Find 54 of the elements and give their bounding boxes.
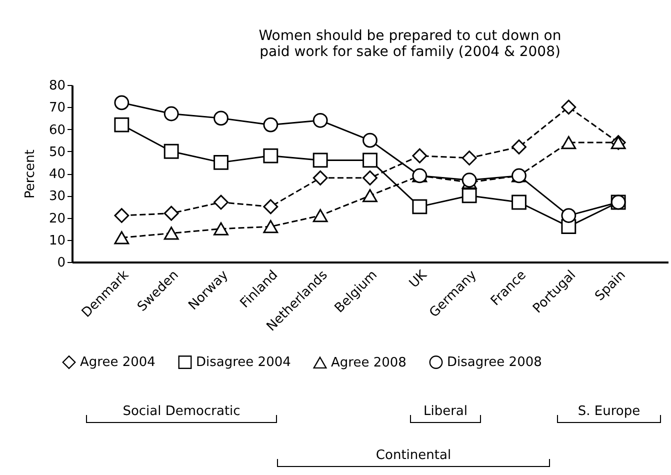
point xyxy=(114,117,130,132)
y-tick-label: 0 xyxy=(57,256,66,270)
y-tick-label: 30 xyxy=(48,189,66,204)
legend-label: Disagree 2008 xyxy=(447,355,542,370)
y-tick-label: 10 xyxy=(48,233,66,248)
point xyxy=(312,170,328,186)
point xyxy=(263,199,278,214)
point xyxy=(362,152,378,168)
chart-title: Women should be prepared to cut down on paid work for sake of family (2004 & 2008) xyxy=(258,28,562,60)
point xyxy=(114,208,130,223)
point xyxy=(561,208,576,223)
point xyxy=(362,132,378,148)
y-tick-label: 50 xyxy=(48,144,66,160)
point xyxy=(512,194,526,210)
point xyxy=(114,231,130,244)
legend-label: Agree 2004 xyxy=(80,355,156,370)
point xyxy=(263,117,278,132)
point xyxy=(312,112,328,128)
point xyxy=(561,100,576,115)
point xyxy=(412,199,428,214)
point xyxy=(362,170,378,186)
legend-label: Agree 2008 xyxy=(331,356,406,371)
point xyxy=(214,194,228,210)
y-tick-label: 20 xyxy=(48,211,66,226)
point xyxy=(312,152,328,168)
point xyxy=(462,172,477,188)
point xyxy=(164,106,179,122)
x-tick-label: UK xyxy=(406,267,430,292)
point xyxy=(214,222,228,236)
point xyxy=(462,150,477,166)
point xyxy=(214,110,228,126)
point xyxy=(362,189,378,202)
y-tick-label: 60 xyxy=(48,122,66,138)
point xyxy=(512,139,526,154)
point xyxy=(263,220,278,234)
point xyxy=(214,154,228,170)
text: Continental xyxy=(374,448,452,463)
text: Liberal xyxy=(422,404,469,419)
text: S. Europe xyxy=(576,404,642,419)
y-axis-title: Percent xyxy=(22,150,38,198)
point xyxy=(114,95,130,110)
text: Social Democratic xyxy=(122,404,242,419)
point xyxy=(561,136,576,150)
y-tick-label: 70 xyxy=(48,100,66,116)
point xyxy=(462,188,477,204)
point xyxy=(164,144,179,159)
point xyxy=(312,208,328,222)
point xyxy=(412,148,428,164)
point xyxy=(263,148,278,164)
legend-label: Disagree 2004 xyxy=(196,355,291,370)
y-tick-label: 40 xyxy=(48,167,66,182)
point xyxy=(164,226,179,240)
point xyxy=(164,206,179,221)
y-tick-label: 80 xyxy=(48,78,66,94)
